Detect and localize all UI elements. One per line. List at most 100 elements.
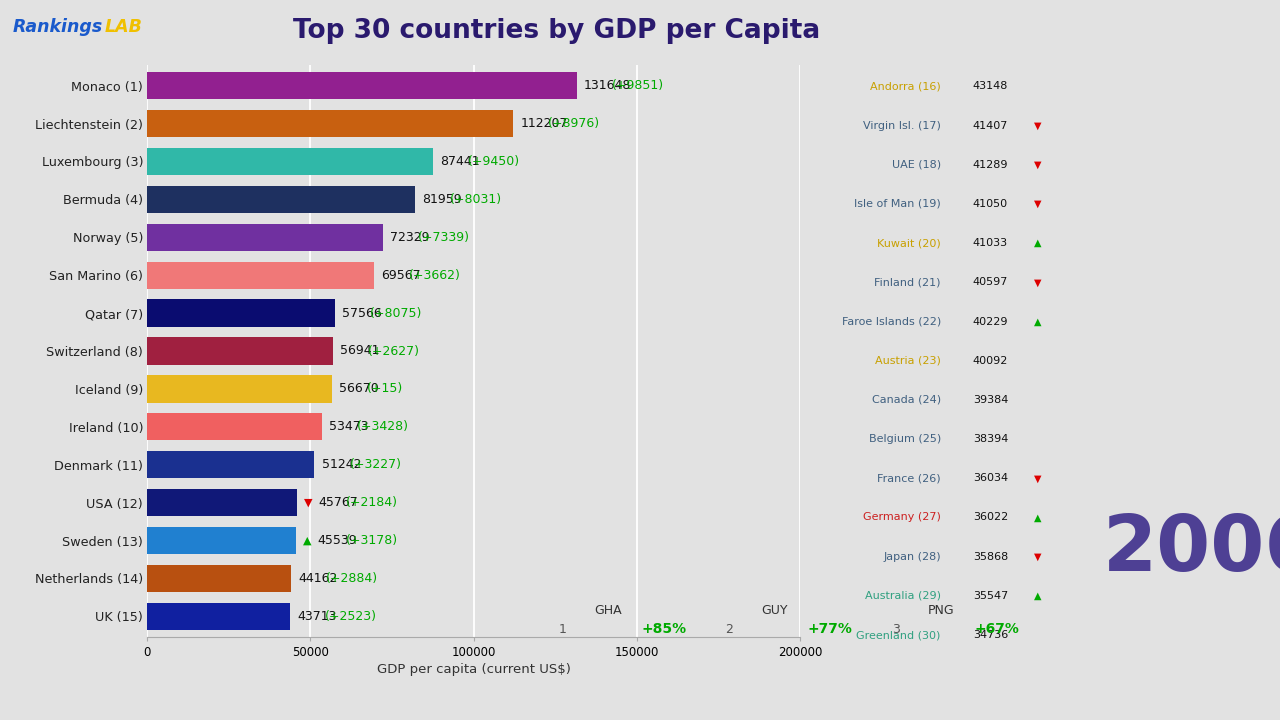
Text: 51242: 51242 (321, 458, 361, 471)
Bar (147, 338, 333, 364)
Text: Canada (24): Canada (24) (872, 395, 941, 405)
Text: ▼: ▼ (1034, 277, 1042, 287)
Text: (+3227): (+3227) (349, 458, 402, 471)
Text: Japan (28): Japan (28) (883, 552, 941, 562)
Text: Austria (23): Austria (23) (876, 356, 941, 366)
Text: (+2627): (+2627) (367, 344, 420, 358)
Text: France (26): France (26) (877, 473, 941, 483)
Bar (147, 110, 513, 138)
Bar (147, 148, 433, 175)
Text: Kuwait (20): Kuwait (20) (877, 238, 941, 248)
Bar (147, 300, 335, 327)
Bar (147, 603, 289, 630)
Text: Australia (29): Australia (29) (865, 591, 941, 601)
Text: Virgin Isl. (17): Virgin Isl. (17) (863, 120, 941, 130)
Text: 57566: 57566 (342, 307, 381, 320)
Text: 41033: 41033 (973, 238, 1007, 248)
Text: ▲: ▲ (1034, 238, 1042, 248)
Text: Andorra (16): Andorra (16) (870, 81, 941, 91)
Text: 56670: 56670 (339, 382, 379, 395)
Text: 35547: 35547 (973, 591, 1009, 601)
Text: (+2184): (+2184) (346, 496, 398, 509)
Text: 41407: 41407 (973, 120, 1009, 130)
Text: (+9851): (+9851) (612, 79, 664, 92)
Text: 43148: 43148 (973, 81, 1009, 91)
Text: GUY: GUY (762, 604, 787, 617)
Text: 2: 2 (726, 623, 733, 636)
Text: 43713: 43713 (297, 610, 337, 623)
Bar (147, 451, 315, 478)
Text: 45767: 45767 (319, 496, 358, 509)
Text: 36022: 36022 (973, 513, 1009, 523)
Bar (147, 72, 577, 99)
Text: Belgium (25): Belgium (25) (869, 434, 941, 444)
Text: Rankings: Rankings (13, 18, 104, 36)
Text: PNG: PNG (928, 604, 954, 617)
Text: 87441: 87441 (440, 155, 480, 168)
Text: (+8031): (+8031) (449, 193, 502, 206)
Text: 34736: 34736 (973, 630, 1009, 640)
Text: (+9450): (+9450) (467, 155, 520, 168)
Text: 131648: 131648 (584, 79, 631, 92)
Bar (147, 224, 383, 251)
Text: 41050: 41050 (973, 199, 1007, 209)
Text: 36034: 36034 (973, 473, 1007, 483)
Text: 38394: 38394 (973, 434, 1009, 444)
Text: (+7339): (+7339) (419, 231, 470, 244)
Text: (+2523): (+2523) (325, 610, 376, 623)
Text: 44162: 44162 (298, 572, 338, 585)
Text: (+3428): (+3428) (357, 420, 408, 433)
Text: GHA: GHA (594, 604, 622, 617)
Text: Isle of Man (19): Isle of Man (19) (854, 199, 941, 209)
Text: Finland (21): Finland (21) (874, 277, 941, 287)
Text: +67%: +67% (974, 622, 1019, 636)
Text: ▲: ▲ (1034, 513, 1042, 523)
Text: Faroe Islands (22): Faroe Islands (22) (841, 317, 941, 327)
Bar (147, 261, 374, 289)
Text: 45539: 45539 (317, 534, 357, 547)
Text: 39384: 39384 (973, 395, 1009, 405)
Text: ▲: ▲ (1034, 591, 1042, 601)
X-axis label: GDP per capita (current US$): GDP per capita (current US$) (376, 663, 571, 676)
Text: (+3662): (+3662) (410, 269, 461, 282)
Text: ▼: ▼ (303, 498, 312, 508)
Text: (+8075): (+8075) (370, 307, 422, 320)
Text: 41289: 41289 (973, 160, 1009, 170)
Bar (147, 489, 297, 516)
Text: 40597: 40597 (973, 277, 1009, 287)
Text: ▼: ▼ (1034, 120, 1042, 130)
Text: ▼: ▼ (1034, 199, 1042, 209)
Text: 40229: 40229 (973, 317, 1009, 327)
Text: (+15): (+15) (367, 382, 403, 395)
Bar (147, 186, 415, 213)
Text: ▼: ▼ (1034, 473, 1042, 483)
Text: 40092: 40092 (973, 356, 1009, 366)
Text: +85%: +85% (641, 622, 686, 636)
Text: (+3178): (+3178) (346, 534, 398, 547)
Text: ▼: ▼ (1034, 160, 1042, 170)
Text: 3: 3 (892, 623, 900, 636)
Text: Germany (27): Germany (27) (863, 513, 941, 523)
Bar (147, 564, 292, 592)
Text: 56941: 56941 (340, 344, 380, 358)
Text: 53473: 53473 (329, 420, 369, 433)
Text: 81959: 81959 (422, 193, 462, 206)
Text: 1: 1 (559, 623, 567, 636)
Text: Greenland (30): Greenland (30) (856, 630, 941, 640)
Text: ▼: ▼ (1034, 552, 1042, 562)
Text: UAE (18): UAE (18) (892, 160, 941, 170)
Text: Top 30 countries by GDP per Capita: Top 30 countries by GDP per Capita (293, 18, 820, 44)
Text: LAB: LAB (105, 18, 143, 36)
Bar (147, 375, 333, 402)
Text: (+8976): (+8976) (548, 117, 600, 130)
Text: 112207: 112207 (521, 117, 568, 130)
Text: 72329: 72329 (390, 231, 430, 244)
Text: 2006: 2006 (1102, 510, 1280, 587)
Bar (147, 413, 321, 441)
Text: 69567: 69567 (381, 269, 421, 282)
Text: ▲: ▲ (303, 536, 311, 546)
Bar (147, 527, 296, 554)
Text: 35868: 35868 (973, 552, 1009, 562)
Text: ▲: ▲ (1034, 317, 1042, 327)
Text: +77%: +77% (808, 622, 852, 636)
